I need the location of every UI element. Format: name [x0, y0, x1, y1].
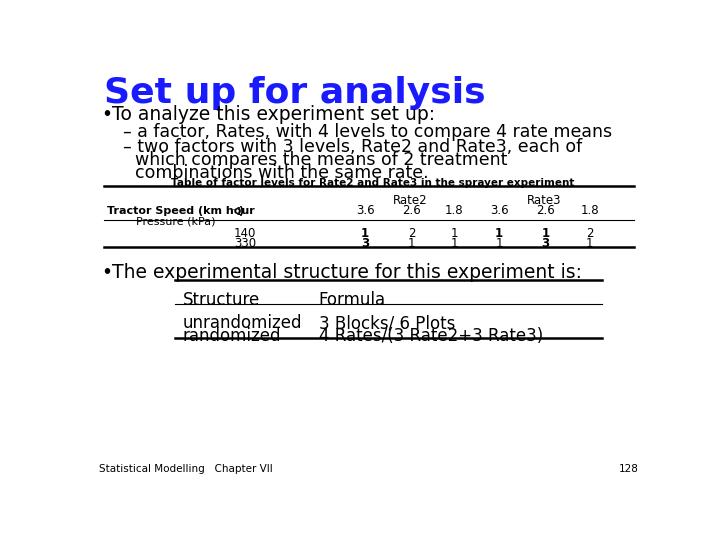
- Text: Set up for analysis: Set up for analysis: [104, 76, 485, 110]
- Text: ⁻1: ⁻1: [232, 207, 243, 217]
- Text: 2.6: 2.6: [402, 204, 421, 217]
- Text: 128: 128: [618, 464, 639, 475]
- Text: 2: 2: [408, 227, 415, 240]
- Text: 3.6: 3.6: [490, 204, 508, 217]
- Text: Rate3: Rate3: [527, 194, 562, 207]
- Text: – two factors with 3 levels, Rate2 and Rate3, each of: – two factors with 3 levels, Rate2 and R…: [122, 138, 582, 156]
- Text: 2.6: 2.6: [536, 204, 555, 217]
- Text: unrandomized: unrandomized: [183, 314, 302, 332]
- Text: 1: 1: [541, 227, 550, 240]
- Text: •: •: [101, 105, 112, 124]
- Text: To analyze this experiment set up:: To analyze this experiment set up:: [112, 105, 435, 124]
- Text: 1: 1: [586, 237, 593, 250]
- Text: Statistical Modelling   Chapter VII: Statistical Modelling Chapter VII: [99, 464, 273, 475]
- Text: randomized: randomized: [183, 327, 282, 346]
- Text: 1: 1: [361, 227, 369, 240]
- Text: – a factor, Rates, with 4 levels to compare 4 rate means: – a factor, Rates, with 4 levels to comp…: [122, 123, 612, 140]
- Text: 1.8: 1.8: [580, 204, 599, 217]
- Text: Formula: Formula: [319, 291, 386, 309]
- Text: 1: 1: [451, 237, 458, 250]
- Text: 2: 2: [586, 227, 593, 240]
- Text: which compares the means of 2 treatment: which compares the means of 2 treatment: [135, 151, 508, 169]
- Text: 140: 140: [234, 227, 256, 240]
- Text: 330: 330: [234, 237, 256, 250]
- Text: 3 Blocks/ 6 Plots: 3 Blocks/ 6 Plots: [319, 314, 455, 332]
- Text: Table of factor levels for Rate2 and Rate3 in the sprayer experiment: Table of factor levels for Rate2 and Rat…: [171, 178, 575, 188]
- Text: 1: 1: [495, 237, 503, 250]
- Text: 1: 1: [451, 227, 458, 240]
- Text: 3: 3: [361, 237, 369, 250]
- Text: Pressure (kPa): Pressure (kPa): [135, 217, 215, 226]
- Text: The experimental structure for this experiment is:: The experimental structure for this expe…: [112, 264, 582, 282]
- Text: •: •: [101, 264, 112, 282]
- Text: ): ): [238, 206, 243, 217]
- Text: Structure: Structure: [183, 291, 260, 309]
- Text: combinations with the same rate.: combinations with the same rate.: [135, 164, 428, 182]
- Text: 1.8: 1.8: [445, 204, 464, 217]
- Text: 3.6: 3.6: [356, 204, 374, 217]
- Text: 4 Rates/(3 Rate2+3 Rate3): 4 Rates/(3 Rate2+3 Rate3): [319, 327, 543, 346]
- Text: 1: 1: [495, 227, 503, 240]
- Text: 3: 3: [541, 237, 550, 250]
- Text: Tractor Speed (km hour: Tractor Speed (km hour: [107, 206, 255, 217]
- Text: Rate2: Rate2: [392, 194, 427, 207]
- Text: 1: 1: [408, 237, 415, 250]
